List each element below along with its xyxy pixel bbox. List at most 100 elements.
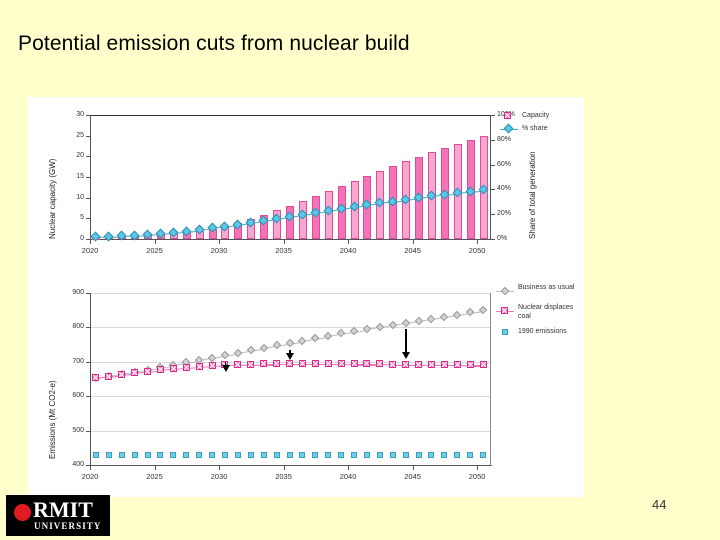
gap-arrow-head-icon (402, 351, 411, 359)
nuclear-line (470, 365, 484, 367)
y-tick-label: 25 (76, 131, 84, 139)
legend-swatch-bau (496, 286, 514, 295)
emissions-1990-marker (376, 452, 383, 459)
emissions-1990-marker (221, 452, 228, 459)
emissions-1990-marker (105, 452, 112, 459)
emissions-1990-marker (273, 452, 280, 459)
emissions-1990-marker (454, 452, 461, 459)
share-marker (336, 203, 347, 214)
share-marker-diamond (426, 191, 437, 201)
bau-marker (414, 316, 423, 325)
share-marker-diamond (323, 205, 334, 216)
chart-legend: Business as usual Nuclear displaces coal 1… (496, 284, 584, 347)
share-marker-diamond (478, 184, 488, 195)
share-marker-diamond (400, 194, 411, 205)
bau-marker-diamond (349, 326, 359, 336)
emissions-1990-marker (157, 452, 164, 459)
emissions-1990-marker (299, 452, 306, 459)
capacity-swatch-icon (504, 112, 511, 119)
legend-label-1990: 1990 emissions (518, 328, 567, 335)
grid-line (90, 396, 490, 398)
plot-right-border (490, 293, 491, 466)
nuclear-marker-square (415, 360, 423, 368)
share-marker (103, 231, 114, 242)
bau-marker (362, 324, 372, 334)
bau-marker-diamond (465, 308, 475, 317)
share-marker-diamond (374, 197, 385, 208)
share-marker-diamond (465, 186, 476, 197)
emissions-1990-square (376, 452, 383, 459)
y-axis-title: Emissions (Mt CO2-e) (48, 380, 57, 459)
bau-marker (272, 341, 281, 350)
bau-marker-diamond (323, 331, 333, 341)
emissions-1990-square (480, 452, 487, 459)
emissions-1990-swatch-icon (502, 329, 508, 335)
nuclear-marker-square (131, 369, 139, 377)
nuclear-line (315, 363, 329, 366)
bau-marker-diamond (452, 310, 462, 319)
share-marker (155, 228, 166, 239)
bau-marker (452, 310, 462, 319)
nuclear-marker-square (169, 365, 177, 373)
bau-marker-diamond (220, 350, 230, 360)
emissions-1990-square (454, 452, 461, 459)
share-marker-diamond (103, 231, 114, 242)
bau-marker (478, 306, 488, 315)
grid-line (90, 327, 490, 329)
x-tick-label: 2045 (404, 246, 421, 255)
nuclear-swatch-icon (501, 307, 508, 314)
share-marker-diamond (258, 215, 269, 226)
nuclear-marker (118, 370, 126, 379)
nuclear-marker-square (118, 370, 126, 378)
share-marker (258, 215, 269, 226)
emissions-1990-marker (196, 452, 203, 459)
nuclear-marker-square (311, 359, 319, 367)
bau-marker (311, 334, 320, 343)
share-marker-diamond (336, 203, 347, 214)
emissions-1990-square (415, 452, 422, 459)
nuclear-marker (440, 360, 449, 369)
emissions-1990-square (428, 452, 435, 459)
chart-legend: Capacity % share (498, 109, 584, 139)
nuclear-marker-square (350, 360, 358, 368)
share-marker (220, 221, 230, 232)
emissions-1990-square (441, 452, 448, 459)
nuclear-marker (208, 361, 217, 370)
share-marker-diamond (181, 226, 192, 236)
nuclear-line (264, 364, 278, 366)
emissions-1990-marker (402, 452, 409, 459)
share-marker (361, 199, 372, 210)
emissions-1990-square (247, 452, 254, 459)
nuclear-line (393, 364, 407, 366)
emissions-1990-marker (441, 452, 448, 459)
y2-tick-label: 0% (497, 235, 508, 242)
gap-arrow (286, 349, 295, 360)
emissions-1990-square (363, 452, 370, 459)
y2-tick (491, 189, 495, 191)
nuclear-marker-square (479, 361, 487, 369)
nuclear-marker (350, 360, 359, 368)
y-tick-label: 10 (76, 193, 84, 201)
emissions-1990-marker (118, 452, 125, 459)
emissions-1990-square (131, 452, 138, 459)
nuclear-marker-square (440, 360, 448, 368)
nuclear-marker-square (324, 359, 332, 367)
x-tick-label: 2030 (210, 246, 228, 255)
share-marker (129, 230, 140, 240)
bau-marker-diamond (311, 334, 320, 343)
share-marker (284, 211, 295, 222)
share-marker (478, 184, 488, 195)
x-tick-label: 2025 (146, 472, 163, 481)
y-axis-line (90, 293, 91, 466)
emissions-1990-square (299, 452, 306, 459)
nuclear-line (367, 364, 381, 366)
nuclear-line (328, 363, 342, 366)
x-axis-line (90, 465, 492, 466)
share-marker (413, 192, 424, 203)
nuclear-marker (156, 366, 165, 374)
bau-marker-diamond (246, 346, 256, 355)
plot-top-border (90, 115, 492, 117)
share-marker (426, 191, 437, 201)
y-axis-line (90, 115, 91, 240)
